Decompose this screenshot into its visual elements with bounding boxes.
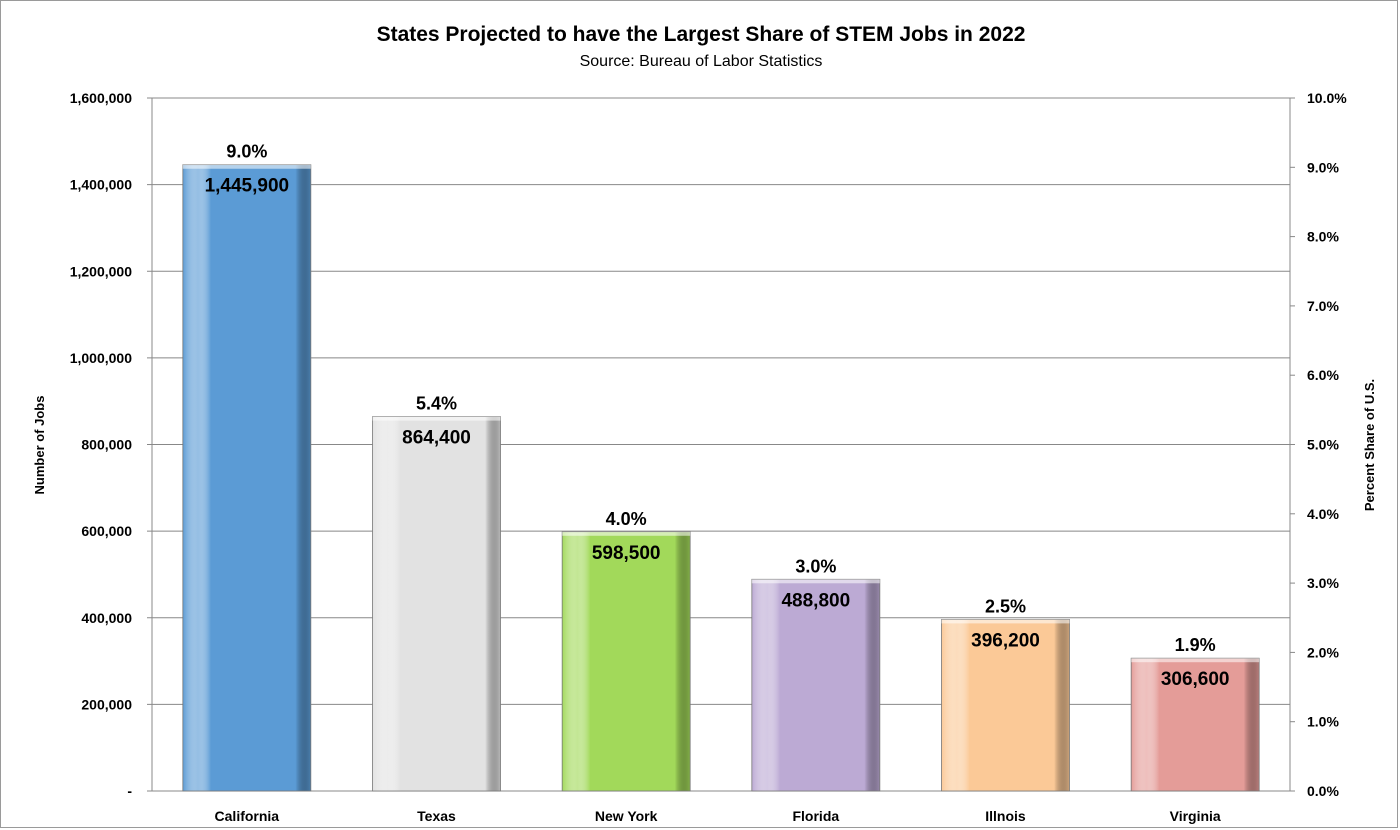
y2-tick-label: 3.0% [1307,575,1339,591]
bars [182,164,1260,792]
value-label: 598,500 [592,543,661,564]
value-label: 306,600 [1161,669,1230,690]
x-tick-label: Illnois [985,808,1026,824]
bar-shading [372,416,501,792]
y2-tick-label: 1.0% [1307,714,1339,730]
chart-subtitle: Source: Bureau of Labor Statistics [579,53,823,70]
y2-axis-title: Percent Share of U.S. [1362,379,1377,511]
bar-shading [182,164,312,792]
y2-tick-label: 8.0% [1307,229,1339,245]
percent-label: 1.9% [1175,635,1216,655]
bar-top-highlight [182,164,311,169]
value-label: 864,400 [402,428,471,449]
bar-top-highlight [372,416,501,421]
percent-label: 3.0% [795,556,836,576]
y-tick-label: 1,200,000 [70,263,132,279]
y2-tick-label: 9.0% [1307,159,1339,175]
bar-shading [561,531,691,792]
y2-tick-label: 6.0% [1307,367,1339,383]
gridlines [152,97,1290,705]
bar-top-highlight [1131,658,1260,663]
percent-label: 4.0% [606,509,647,529]
y-tick-label: 400,000 [81,610,132,626]
y2-tick-label: 2.0% [1307,644,1339,660]
y-tick-label: 1,400,000 [70,177,132,193]
y2-tick-label: 5.0% [1307,437,1339,453]
y2-tick-label: 4.0% [1307,506,1339,522]
y-axis-title: Number of Jobs [32,396,47,495]
bar-shading [941,618,1070,792]
x-tick-label: New York [595,808,658,824]
y2-tick-label: 10.0% [1307,90,1347,106]
percent-label: 9.0% [226,142,267,162]
y-tick-label: 200,000 [81,696,132,712]
y-tick-label: 1,000,000 [70,350,132,366]
percent-label: 2.5% [985,596,1026,616]
chart-title: States Projected to have the Largest Sha… [376,23,1026,46]
bar-top-highlight [751,579,880,584]
y2-tick-label: 0.0% [1307,783,1339,799]
y-tick-label: 600,000 [81,523,132,539]
value-label: 396,200 [971,630,1040,651]
bar-shading [1130,657,1260,792]
x-tick-label: California [215,808,280,824]
y-tick-label: - [127,783,132,799]
x-tick-label: Texas [417,808,456,824]
value-label: 1,445,900 [205,176,290,197]
x-tick-label: Virginia [1170,808,1221,824]
bar-shading [751,578,881,792]
y-tick-label: 800,000 [81,437,132,453]
y2-tick-label: 7.0% [1307,298,1339,314]
bar-top-highlight [562,531,691,536]
x-tick-label: Florida [792,808,839,824]
data-labels: 1,445,900 9.0% California 864,400 5.4% Texas 5… [205,142,1230,824]
percent-label: 5.4% [416,394,457,414]
bar-top-highlight [941,619,1070,624]
axes: - 200,000 400,000 600,000 800,000 1,000,000 1,… [70,90,1348,799]
value-label: 488,800 [781,590,850,611]
y-tick-label: 1,600,000 [70,90,132,106]
